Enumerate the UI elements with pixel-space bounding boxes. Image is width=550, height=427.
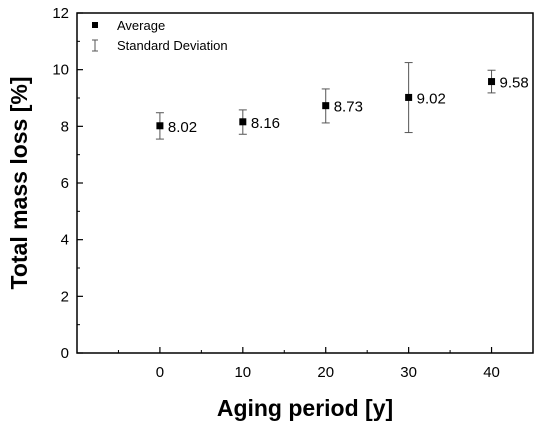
y-tick-label: 2: [61, 288, 69, 305]
data-markers: [156, 78, 496, 130]
x-tick-label: 0: [156, 364, 164, 381]
data-point-marker: [156, 122, 164, 130]
x-axis-title: Aging period [y]: [217, 395, 393, 421]
data-value-label: 9.58: [500, 75, 529, 92]
x-tick-label: 10: [234, 364, 251, 381]
y-tick-label: 12: [52, 5, 69, 22]
x-tick-label: 30: [400, 364, 417, 381]
y-axis-ticks: 0 2 4 6 8 10 12: [52, 5, 83, 362]
data-point-marker: [405, 93, 413, 101]
data-point-marker: [239, 118, 247, 126]
y-axis-title: Total mass loss [%]: [6, 76, 32, 289]
plot-area: [76, 12, 534, 354]
y-tick-label: 10: [52, 62, 69, 79]
y-tick-label: 4: [61, 232, 69, 249]
data-point-marker: [322, 102, 330, 110]
y-tick-label: 0: [61, 345, 69, 362]
data-value-label: 8.73: [334, 99, 363, 116]
x-axis-ticks: 0 10 20 30 40: [117, 347, 500, 381]
y-tick-label: 8: [61, 118, 69, 135]
data-point-marker: [488, 78, 496, 86]
y-tick-label: 6: [61, 175, 69, 192]
data-value-label: 8.02: [168, 119, 197, 136]
legend: Average Standard Deviation: [92, 18, 228, 53]
legend-marker-average: [92, 22, 98, 28]
data-labels: 8.02 8.16 8.73 9.02 9.58: [168, 75, 529, 136]
x-tick-label: 40: [483, 364, 500, 381]
legend-label-average: Average: [117, 18, 165, 33]
data-value-label: 9.02: [417, 90, 446, 107]
legend-label-standard-deviation: Standard Deviation: [117, 38, 228, 53]
x-tick-label: 20: [317, 364, 334, 381]
data-value-label: 8.16: [251, 115, 280, 132]
